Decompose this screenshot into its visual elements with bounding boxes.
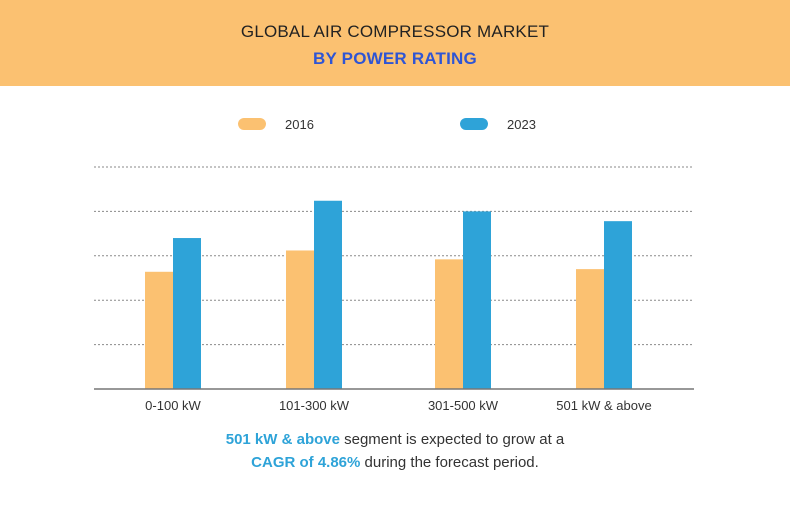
- bar-2023-1: [314, 200, 342, 389]
- x-tick-label: 301-500 kW: [428, 398, 499, 413]
- chart-title: GLOBAL AIR COMPRESSOR MARKET: [240, 22, 550, 41]
- chart-subtitle: BY POWER RATING: [313, 49, 477, 68]
- x-tick-label: 0-100 kW: [145, 398, 201, 413]
- legend-label-2023: 2023: [507, 116, 536, 132]
- caption-highlight-segment: 501 kW & above: [225, 431, 340, 448]
- legend-label-2016: 2016: [285, 116, 314, 132]
- caption-text-2: during the forecast period.: [360, 454, 539, 471]
- bar-2016-3: [576, 269, 604, 389]
- legend-swatch-2016: [238, 118, 266, 130]
- caption-highlight-cagr: CAGR of 4.86%: [251, 454, 361, 471]
- legend-item-2016: 2016: [238, 116, 314, 132]
- x-tick-label: 101-300 kW: [279, 398, 350, 413]
- bar-2016-0: [145, 271, 173, 389]
- bar-2023-3: [604, 221, 632, 389]
- legend-swatch-2023: [460, 118, 488, 130]
- bar-2016-2: [435, 259, 463, 389]
- x-tick-label: 501 kW & above: [556, 398, 651, 413]
- bar-2023-2: [463, 211, 491, 389]
- header-banner: GLOBAL AIR COMPRESSOR MARKET BY POWER RA…: [0, 0, 790, 86]
- legend-item-2023: 2023: [460, 116, 536, 132]
- chart-caption: 501 kW & above segment is expected to gr…: [0, 428, 790, 474]
- bar-2016-1: [286, 250, 314, 389]
- caption-text-1: segment is expected to grow at a: [339, 431, 565, 448]
- bar-2023-0: [173, 238, 201, 389]
